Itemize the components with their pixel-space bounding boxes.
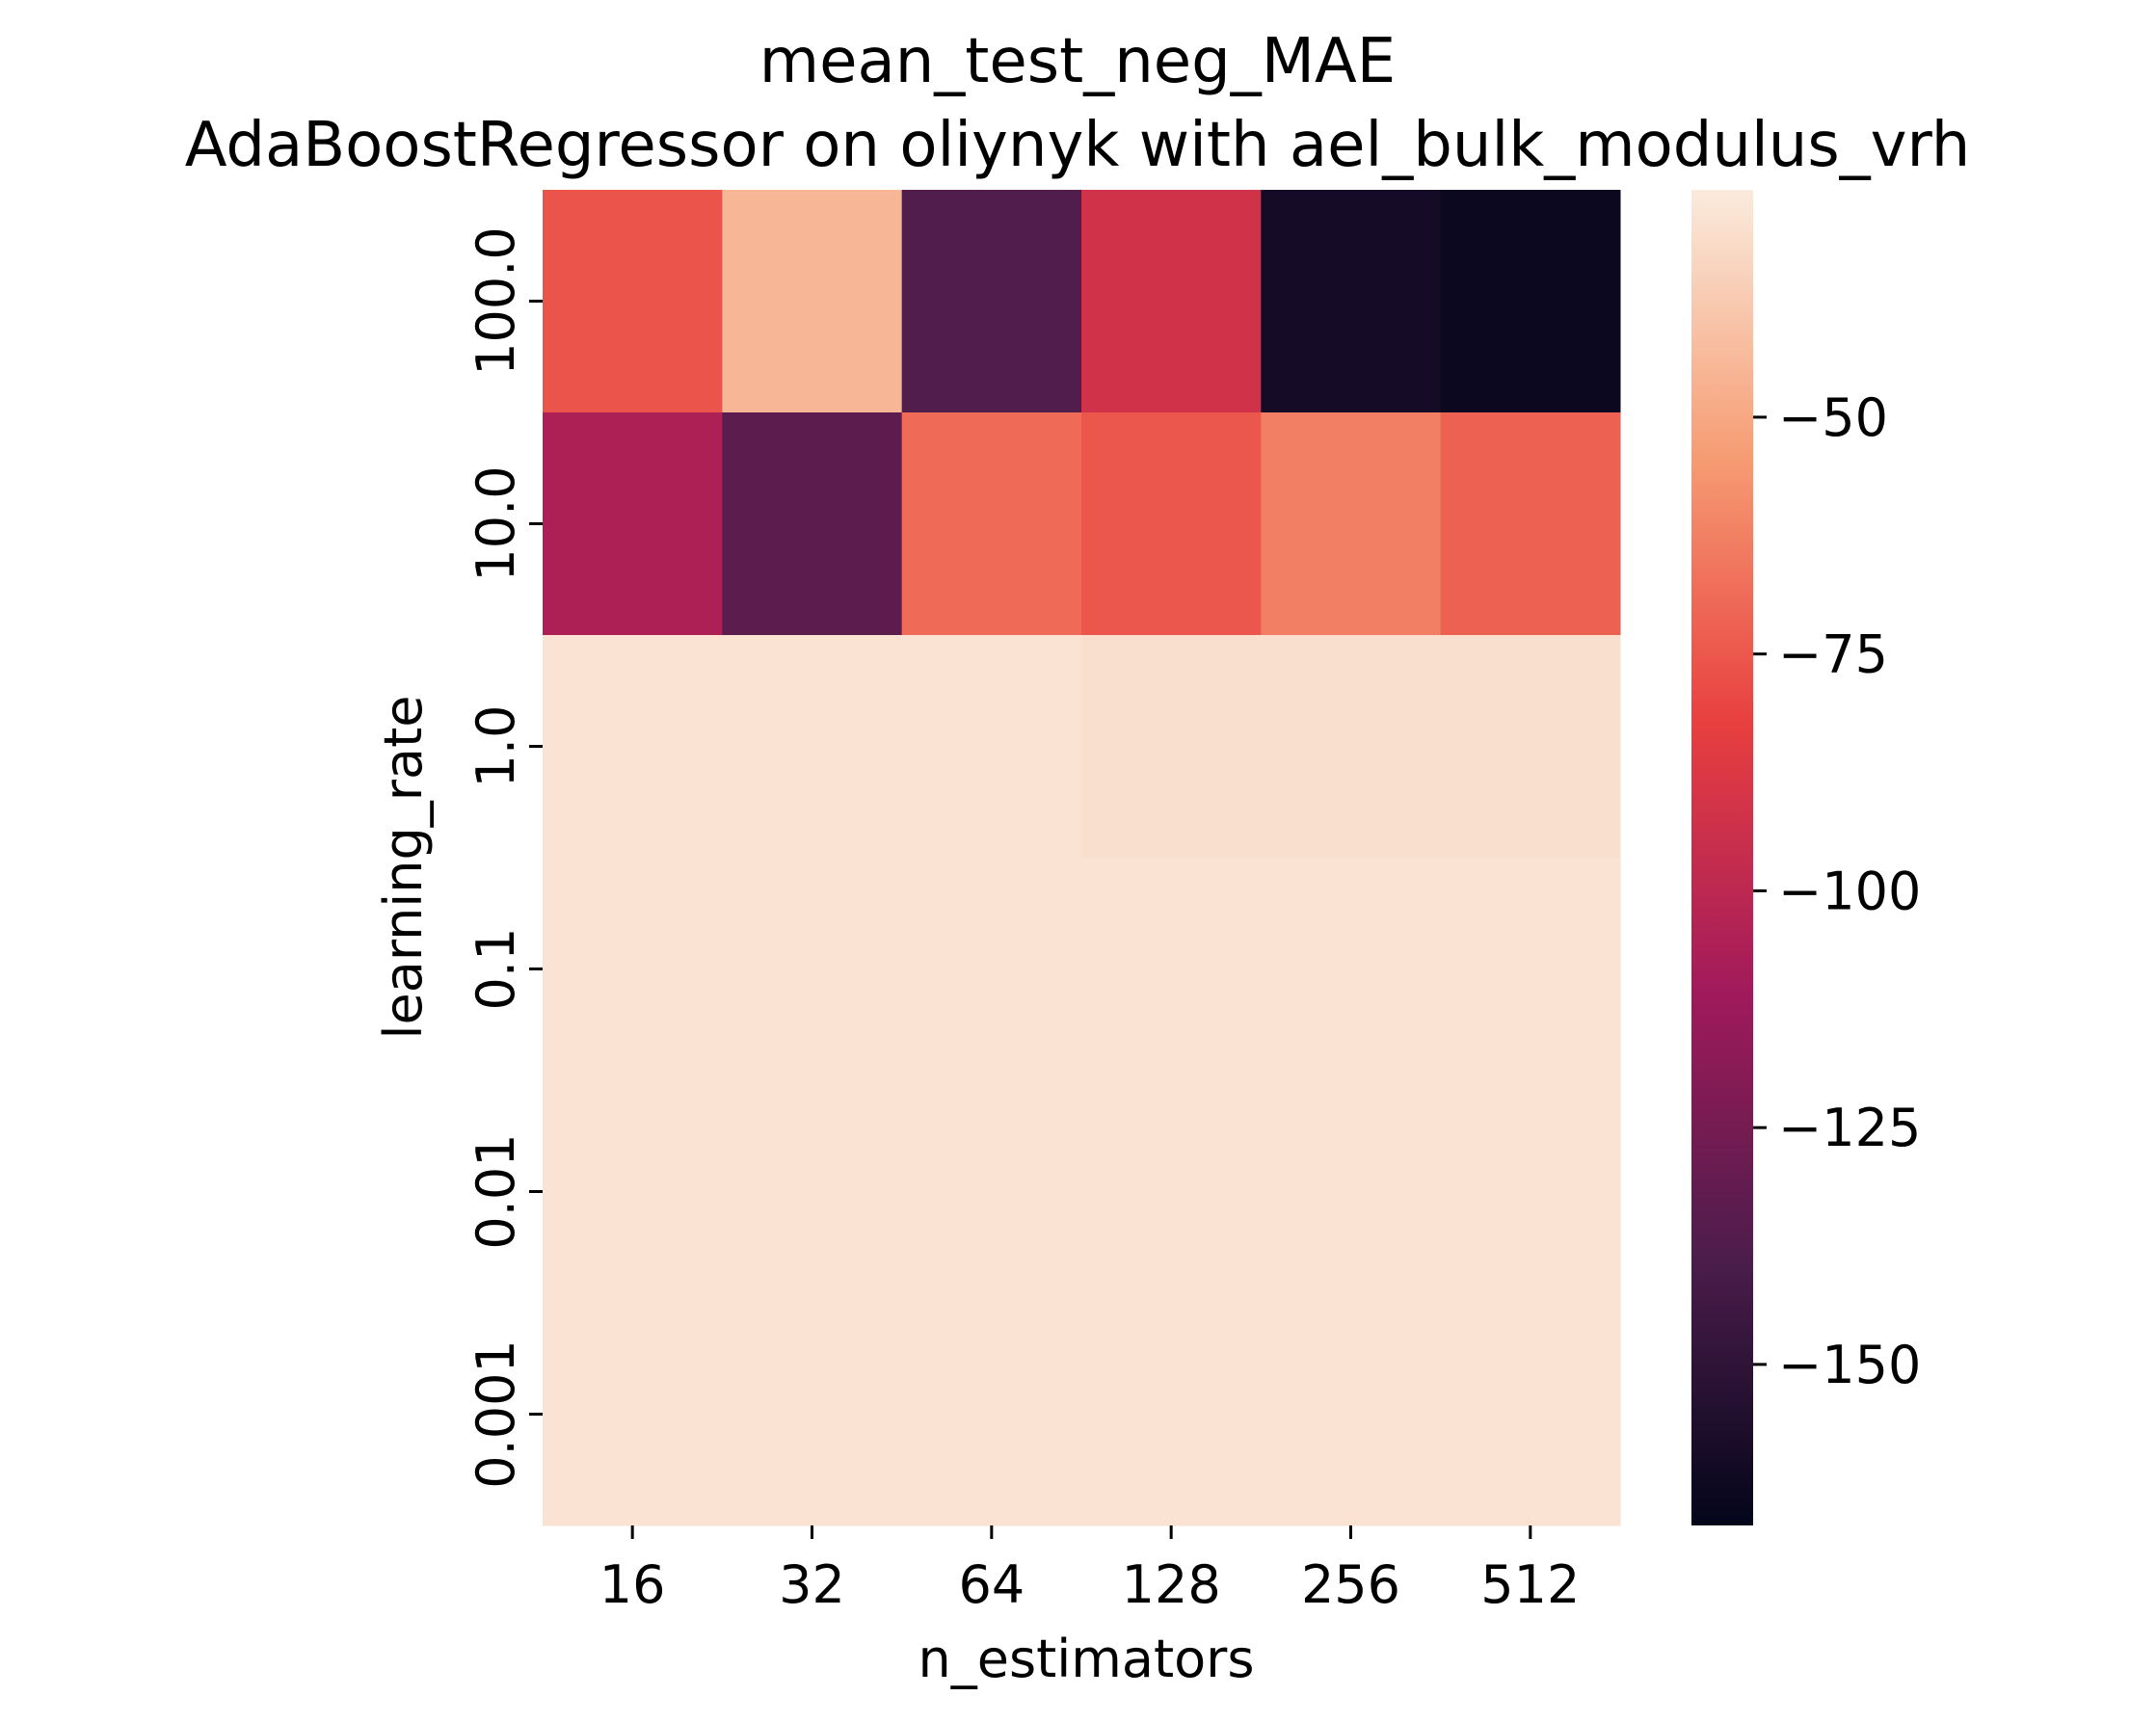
heatmap-cell xyxy=(1081,1303,1262,1526)
colorbar-tick-label: −125 xyxy=(1778,1098,1921,1158)
heatmap-cell xyxy=(543,635,723,859)
heatmap-cell xyxy=(1440,1303,1621,1526)
heatmap-cell xyxy=(1440,635,1621,859)
heatmap-cell xyxy=(1440,190,1621,413)
heatmap-cell xyxy=(1261,635,1442,859)
heatmap-cell xyxy=(543,858,723,1081)
y-tick-label: 0.001 xyxy=(466,1339,526,1489)
heatmap-cell xyxy=(1261,190,1442,413)
colorbar-tick-label: −100 xyxy=(1778,861,1921,921)
heatmap-cell xyxy=(543,1080,723,1304)
y-axis-label: learning_rate xyxy=(373,696,434,1040)
heatmap-cell xyxy=(1081,190,1262,413)
colorbar-tick-label: −150 xyxy=(1778,1335,1921,1395)
y-tick-label: 0.01 xyxy=(466,1133,526,1249)
x-tick-label: 256 xyxy=(1301,1554,1400,1615)
heatmap-cell xyxy=(1081,1080,1262,1304)
heatmap-cell xyxy=(543,1303,723,1526)
heatmap-cell xyxy=(722,412,903,636)
y-tick-label: 10.0 xyxy=(466,465,526,581)
heatmap-cell xyxy=(543,190,723,413)
heatmap-cell xyxy=(901,1303,1082,1526)
heatmap-cell xyxy=(1440,412,1621,636)
heatmap-cell xyxy=(722,1303,903,1526)
heatmap-cell xyxy=(1261,412,1442,636)
heatmap-cell xyxy=(901,190,1082,413)
chart-subtitle: AdaBoostRegressor on oliynyk with ael_bu… xyxy=(185,110,1971,181)
heatmap-cell xyxy=(722,635,903,859)
x-axis-ticks: 16 32 64 128 256 512 xyxy=(599,1525,1580,1615)
colorbar xyxy=(1691,190,1753,1525)
chart-title: mean_test_neg_MAE xyxy=(759,26,1396,97)
heatmap-cell xyxy=(722,1080,903,1304)
y-tick-label: 0.1 xyxy=(466,928,526,1011)
heatmap-cell xyxy=(1261,1303,1442,1526)
y-tick-label: 1.0 xyxy=(466,705,526,788)
heatmap-cell xyxy=(901,858,1082,1081)
heatmap-cell xyxy=(543,412,723,636)
heatmap-cells xyxy=(543,190,1621,1526)
y-tick-label: 100.0 xyxy=(466,226,526,376)
x-tick-label: 64 xyxy=(958,1554,1025,1615)
colorbar-ticks: −50 −75 −100 −125 −150 xyxy=(1753,387,1921,1395)
y-axis-ticks: 100.0 10.0 1.0 0.1 0.01 0.001 xyxy=(466,226,543,1489)
heatmap-cell xyxy=(1440,1080,1621,1304)
x-tick-label: 32 xyxy=(779,1554,845,1615)
x-tick-label: 16 xyxy=(599,1554,666,1615)
heatmap-cell xyxy=(901,412,1082,636)
heatmap-cell xyxy=(1081,412,1262,636)
heatmap-cell xyxy=(901,1080,1082,1304)
x-tick-label: 512 xyxy=(1480,1554,1580,1615)
x-tick-label: 128 xyxy=(1122,1554,1221,1615)
colorbar-tick-label: −50 xyxy=(1778,387,1888,448)
colorbar-tick-label: −75 xyxy=(1778,624,1888,685)
heatmap-cell xyxy=(722,190,903,413)
heatmap-cell xyxy=(901,635,1082,859)
x-axis-label: n_estimators xyxy=(918,1629,1255,1689)
heatmap-cell xyxy=(722,858,903,1081)
heatmap-cell xyxy=(1261,858,1442,1081)
heatmap-cell xyxy=(1081,635,1262,859)
heatmap-cell xyxy=(1261,1080,1442,1304)
heatmap-cell xyxy=(1440,858,1621,1081)
heatmap-cell xyxy=(1081,858,1262,1081)
